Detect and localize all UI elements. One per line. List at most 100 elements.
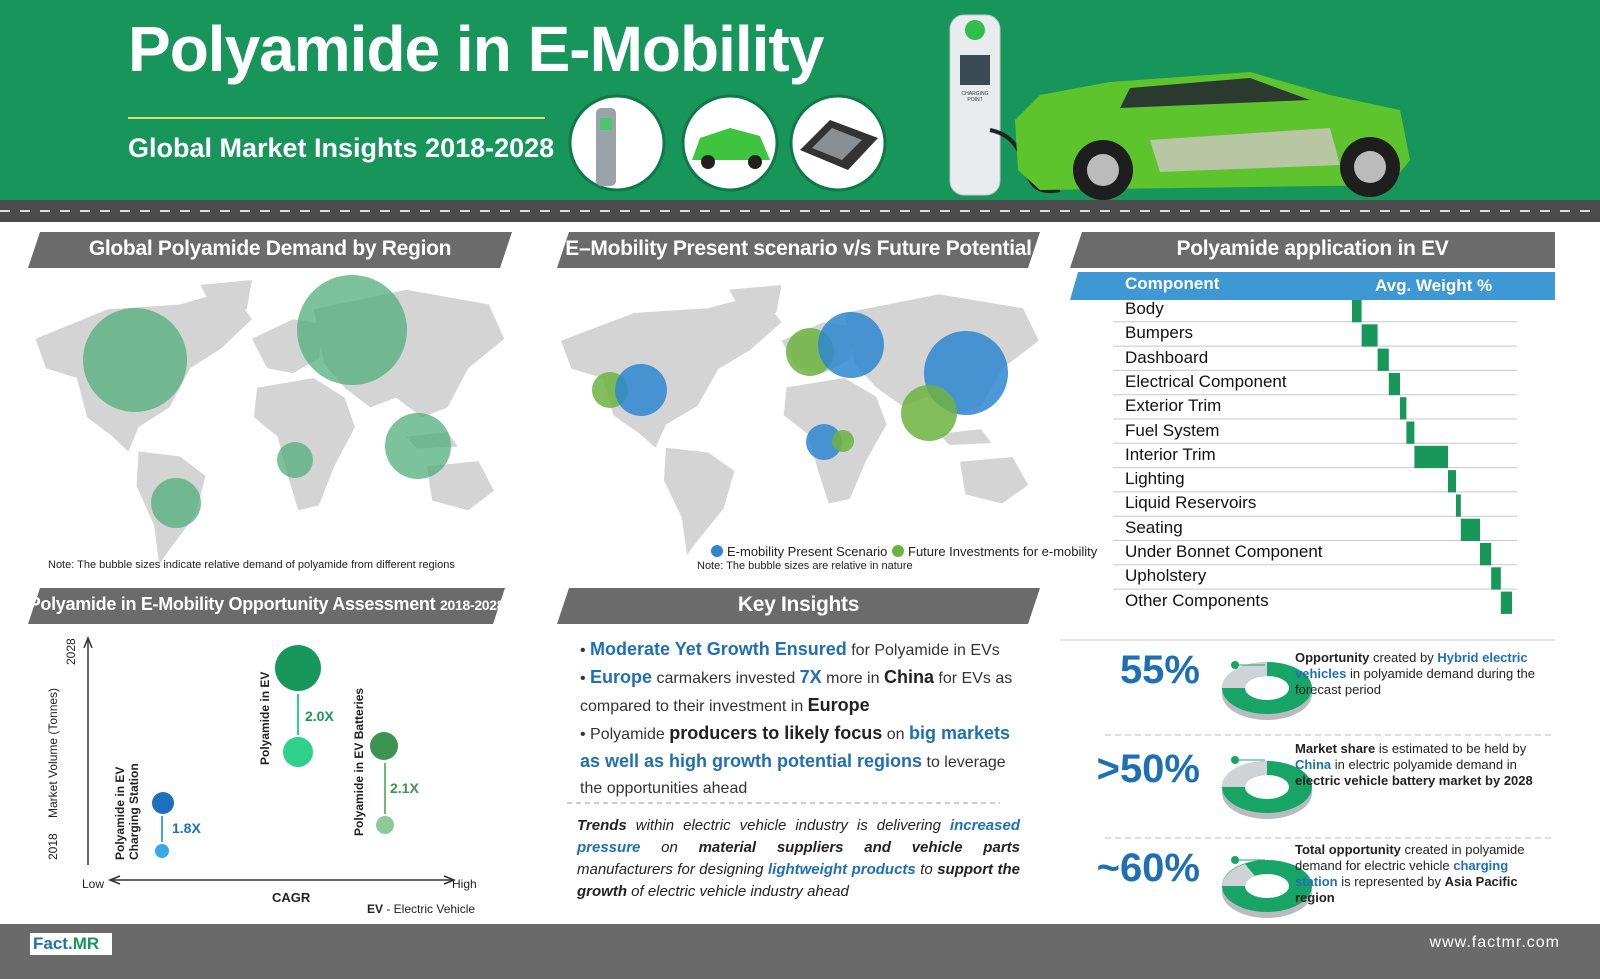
stat-value: 55% [1119, 648, 1200, 692]
legend-dot [711, 545, 723, 557]
stat-part: is estimated to be held by [1375, 741, 1527, 756]
weight-bar [1456, 494, 1461, 517]
trend-part: support the growth [577, 861, 1020, 900]
stat-part: China [1295, 757, 1332, 772]
stat-value: ~60% [1096, 846, 1200, 890]
weight-bar [1388, 372, 1400, 396]
section-header [557, 588, 1040, 624]
weight-bar [1400, 397, 1407, 420]
insight-part: to leverage the opportunities ahead [580, 754, 1006, 797]
insight-part: more in [821, 670, 884, 687]
stat-part: charging station [1295, 858, 1509, 889]
insight: • Europe carmakers invested 7X more in C… [580, 667, 1013, 715]
stat-part: in polyamide demand during the forecast … [1295, 666, 1535, 697]
stat-part: Hybrid electric vehicles [1295, 650, 1528, 681]
insight-part: on [882, 726, 909, 743]
title-years: 2018-2028 [440, 597, 505, 613]
stat-part: in electric polyamide demand in [1331, 757, 1517, 772]
weight-bar [1448, 470, 1456, 493]
component-label: Seating [1125, 517, 1183, 537]
y-high: 2028 [64, 638, 78, 665]
y-low: 2018 [46, 833, 60, 860]
stat-part: created in polyamide demand for electric… [1295, 842, 1525, 873]
footnote-text: - Electric Vehicle [383, 902, 476, 916]
trend-part: within electric vehicle industry is deli… [626, 817, 950, 834]
insight-part: Europe [807, 695, 870, 715]
insight-part: for Polyamide in EVs [846, 642, 1000, 659]
stat-part: Total opportunity [1295, 842, 1401, 857]
component-label: Other Components [1125, 590, 1269, 610]
x-high: High [452, 877, 477, 891]
insight-part: Europe [590, 667, 653, 687]
world-map [561, 285, 1039, 555]
insight: • Polyamide producers to likely focus on… [580, 723, 1010, 797]
component-label: Body [1125, 299, 1164, 318]
insight-part: 7X [799, 667, 822, 687]
weight-bar [1377, 348, 1389, 371]
section-header [1070, 232, 1555, 268]
trend-part: lightweight products [767, 861, 916, 878]
map-note: Note: The bubble sizes are relative in n… [697, 560, 913, 572]
x-low: Low [82, 877, 105, 891]
stat-part: is represented by [1337, 874, 1445, 889]
section-title: E–Mobility Present scenario v/s Future P… [565, 237, 1032, 260]
car [1015, 72, 1410, 200]
component-label: Liquid Reservoirs [1125, 493, 1257, 513]
insight: • Moderate Yet Growth Ensured for Polyam… [580, 639, 1000, 659]
component-label: Interior Trim [1125, 444, 1216, 464]
brand-part: .MR [67, 934, 100, 953]
insight-part: producers to likely focus [669, 723, 883, 743]
insight-part: carmakers invested [652, 670, 800, 687]
station-label: CHARGING POINT [961, 91, 989, 103]
weight-bar [1460, 518, 1480, 541]
component-label: Electrical Component [1125, 371, 1287, 391]
section-header [28, 232, 512, 268]
trend-part: to [915, 861, 938, 878]
component-label: Upholstery [1125, 566, 1207, 586]
legend-label: E-mobility Present Scenario [727, 544, 888, 559]
stat-rings [1222, 661, 1312, 918]
multiplier: 1.8X [172, 820, 201, 836]
x-label: CAGR [272, 890, 311, 905]
insight-list: • Moderate Yet Growth Ensured for Polyam… [580, 636, 1030, 802]
insight-part: China [883, 667, 934, 687]
section-title: Polyamide application in EV [1176, 237, 1449, 260]
section-title: Key Insights [737, 593, 860, 616]
stat-text: Opportunity created by Hybrid electric v… [1295, 650, 1545, 698]
stat-text: Market share is estimated to be held by … [1295, 741, 1540, 789]
component-label: Fuel System [1125, 420, 1220, 440]
legend-label: Future Investments for e-mobility [908, 544, 1098, 559]
trend-part: material suppliers and vehicle parts [698, 839, 1020, 856]
title: Polyamide in E-Mobility [128, 13, 824, 85]
opportunity-bubbles [152, 645, 398, 858]
section-header [557, 232, 1040, 268]
application-chart [1113, 300, 1517, 614]
insight-part: Moderate Yet Growth Ensured [590, 639, 847, 659]
insight-part: big markets as well as high growth poten… [580, 723, 1010, 771]
brand: Fact.MR [33, 934, 99, 954]
weight-bar [1352, 300, 1362, 323]
multiplier: 2.1X [390, 780, 419, 796]
component-label: Bumpers [1125, 323, 1194, 343]
trend-part: Trends [577, 817, 627, 834]
insight-part: Polyamide [590, 726, 670, 743]
stat-part: electric vehicle battery market by 2028 [1295, 773, 1533, 788]
footnote-abbr: EV [367, 902, 384, 916]
trend-part: manufacturers for designing [577, 861, 768, 878]
section-title: Global Polyamide Demand by Region [88, 237, 452, 260]
weight-bar [1480, 543, 1492, 566]
stat-value: >50% [1096, 747, 1200, 791]
brand-part: Fact [33, 934, 68, 953]
legend-dot [892, 545, 904, 557]
weight-bar [1361, 324, 1378, 347]
subtitle: Global Market Insights 2018-2028 [128, 133, 555, 163]
scenario-bubbles [592, 312, 1008, 460]
stat-part: Opportunity [1295, 650, 1370, 665]
trend-part: on [640, 839, 699, 856]
group-label: Polyamide in EV Batteries [352, 687, 366, 836]
component-label: Lighting [1125, 469, 1185, 489]
opportunity-axes [83, 635, 457, 885]
footer-url[interactable]: www.factmr.com [1429, 934, 1560, 951]
